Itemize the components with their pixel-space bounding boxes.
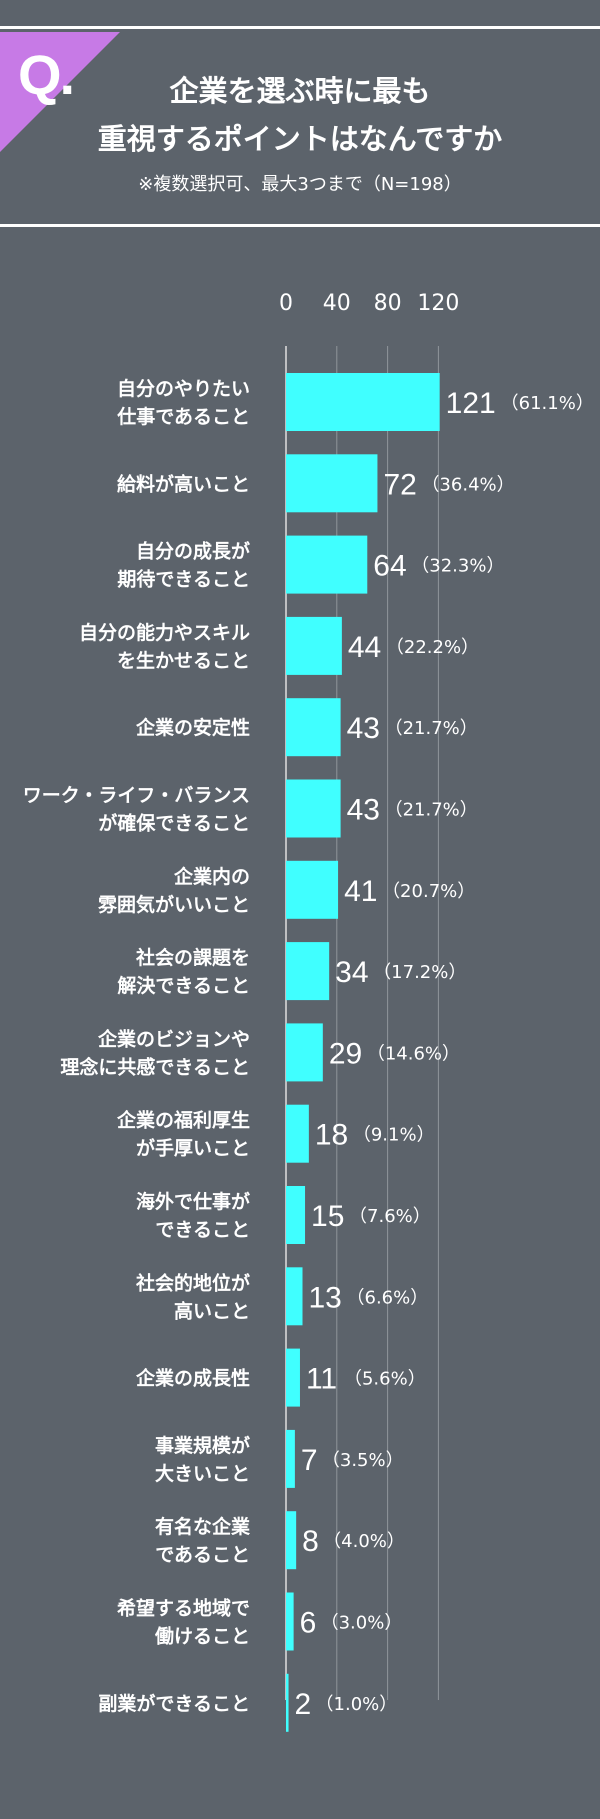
- percent-label: （7.6%）: [349, 1206, 431, 1227]
- bar: [286, 1348, 300, 1407]
- bar: [286, 616, 342, 675]
- category-label: であること: [155, 1544, 250, 1566]
- question-corner-badge: [0, 32, 120, 152]
- bar: [286, 698, 341, 757]
- category-label: 海外で仕事が: [136, 1190, 250, 1213]
- category-label: 期待できること: [117, 568, 250, 591]
- category-label: 自分の能力やスキル: [79, 621, 250, 644]
- category-label: できること: [155, 1219, 250, 1241]
- x-tick-label: 40: [323, 291, 351, 316]
- percent-label: （21.7%）: [385, 800, 478, 821]
- value-label: 7: [301, 1444, 318, 1477]
- bar: [286, 535, 368, 594]
- bar: [286, 779, 341, 838]
- value-label: 64: [373, 550, 406, 583]
- bar: [286, 942, 330, 1001]
- category-label: 社会の課題を: [135, 946, 250, 969]
- percent-label: （17.2%）: [373, 962, 466, 983]
- bar: [286, 1267, 303, 1326]
- value-label: 41: [344, 875, 377, 908]
- category-label: が手厚いこと: [136, 1137, 250, 1160]
- category-label: 理念に共感できること: [60, 1055, 250, 1078]
- category-label: ワーク・ライフ・バランス: [23, 785, 250, 807]
- bar: [286, 454, 378, 513]
- percent-label: （32.3%）: [411, 556, 504, 577]
- bar: [286, 860, 339, 919]
- category-label: 高いこと: [174, 1299, 250, 1322]
- bar: [286, 1592, 294, 1651]
- category-label: 事業規模が: [155, 1434, 250, 1457]
- value-label: 15: [311, 1200, 344, 1233]
- bar: [286, 1429, 295, 1488]
- category-label: が確保できること: [98, 812, 250, 835]
- category-label: 希望する地域で: [117, 1597, 250, 1620]
- value-label: 72: [383, 468, 416, 501]
- category-label: 解決できること: [117, 974, 250, 997]
- percent-label: （14.6%）: [367, 1043, 460, 1064]
- category-label: 企業の福利厚生: [116, 1109, 250, 1132]
- category-label: 自分のやりたい: [117, 377, 250, 400]
- category-label: 給料が高いこと: [117, 472, 250, 495]
- bar: [286, 1023, 323, 1082]
- category-label: 有名な企業: [155, 1515, 251, 1538]
- value-label: 8: [302, 1525, 319, 1558]
- percent-label: （9.1%）: [353, 1125, 435, 1146]
- x-tick-label: 0: [279, 291, 293, 316]
- bar: [286, 1186, 306, 1244]
- page-title-line1: 企業を選ぶ時に最も: [169, 74, 431, 108]
- percent-label: （20.7%）: [382, 881, 475, 902]
- value-label: 11: [306, 1363, 337, 1396]
- header-top-rule: [0, 26, 600, 29]
- percent-label: （22.2%）: [386, 637, 479, 658]
- category-label: 社会的地位が: [135, 1271, 250, 1294]
- category-label: 企業のビジョンや: [97, 1027, 250, 1050]
- value-label: 43: [347, 712, 380, 745]
- value-label: 18: [315, 1119, 348, 1152]
- value-label: 13: [309, 1281, 342, 1314]
- percent-label: （6.6%）: [347, 1287, 429, 1308]
- category-label: 企業の成長性: [135, 1367, 250, 1390]
- bar: [286, 1511, 297, 1570]
- value-label: 29: [329, 1037, 362, 1070]
- bar: [286, 1104, 309, 1163]
- question-label: Q.: [18, 43, 75, 106]
- x-tick-label: 80: [374, 291, 402, 316]
- value-label: 44: [348, 631, 381, 664]
- percent-label: （3.0%）: [321, 1613, 403, 1634]
- percent-label: （1.0%）: [316, 1694, 398, 1715]
- value-label: 34: [335, 956, 368, 989]
- value-label: 121: [446, 387, 496, 420]
- category-label: 大きいこと: [155, 1462, 250, 1485]
- percent-label: （21.7%）: [385, 718, 478, 739]
- value-label: 2: [295, 1688, 312, 1721]
- category-label: 企業の安定性: [135, 716, 250, 739]
- page-title-line2: 重視するポイントはなんですか: [97, 122, 503, 156]
- bar: [286, 1673, 289, 1732]
- value-label: 6: [300, 1607, 317, 1640]
- percent-label: （4.0%）: [323, 1531, 405, 1552]
- page-subtitle: ※複数選択可、最大3つまで（N=198）: [138, 174, 462, 195]
- bar: [286, 373, 440, 431]
- category-label: 自分の成長が: [136, 540, 250, 563]
- x-tick-label: 120: [417, 291, 459, 316]
- value-label: 43: [347, 794, 380, 827]
- percent-label: （5.6%）: [344, 1369, 426, 1390]
- percent-label: （61.1%）: [501, 393, 594, 414]
- category-label: 雰囲気がいいこと: [98, 893, 250, 916]
- category-label: 仕事であること: [116, 405, 250, 428]
- category-label: を生かせること: [117, 649, 250, 672]
- category-label: 副業ができること: [98, 1692, 250, 1715]
- category-label: 働けること: [154, 1625, 250, 1648]
- percent-label: （36.4%）: [421, 474, 514, 495]
- percent-label: （3.5%）: [322, 1450, 404, 1471]
- category-label: 企業内の: [173, 865, 250, 888]
- header-bottom-rule: [0, 224, 600, 227]
